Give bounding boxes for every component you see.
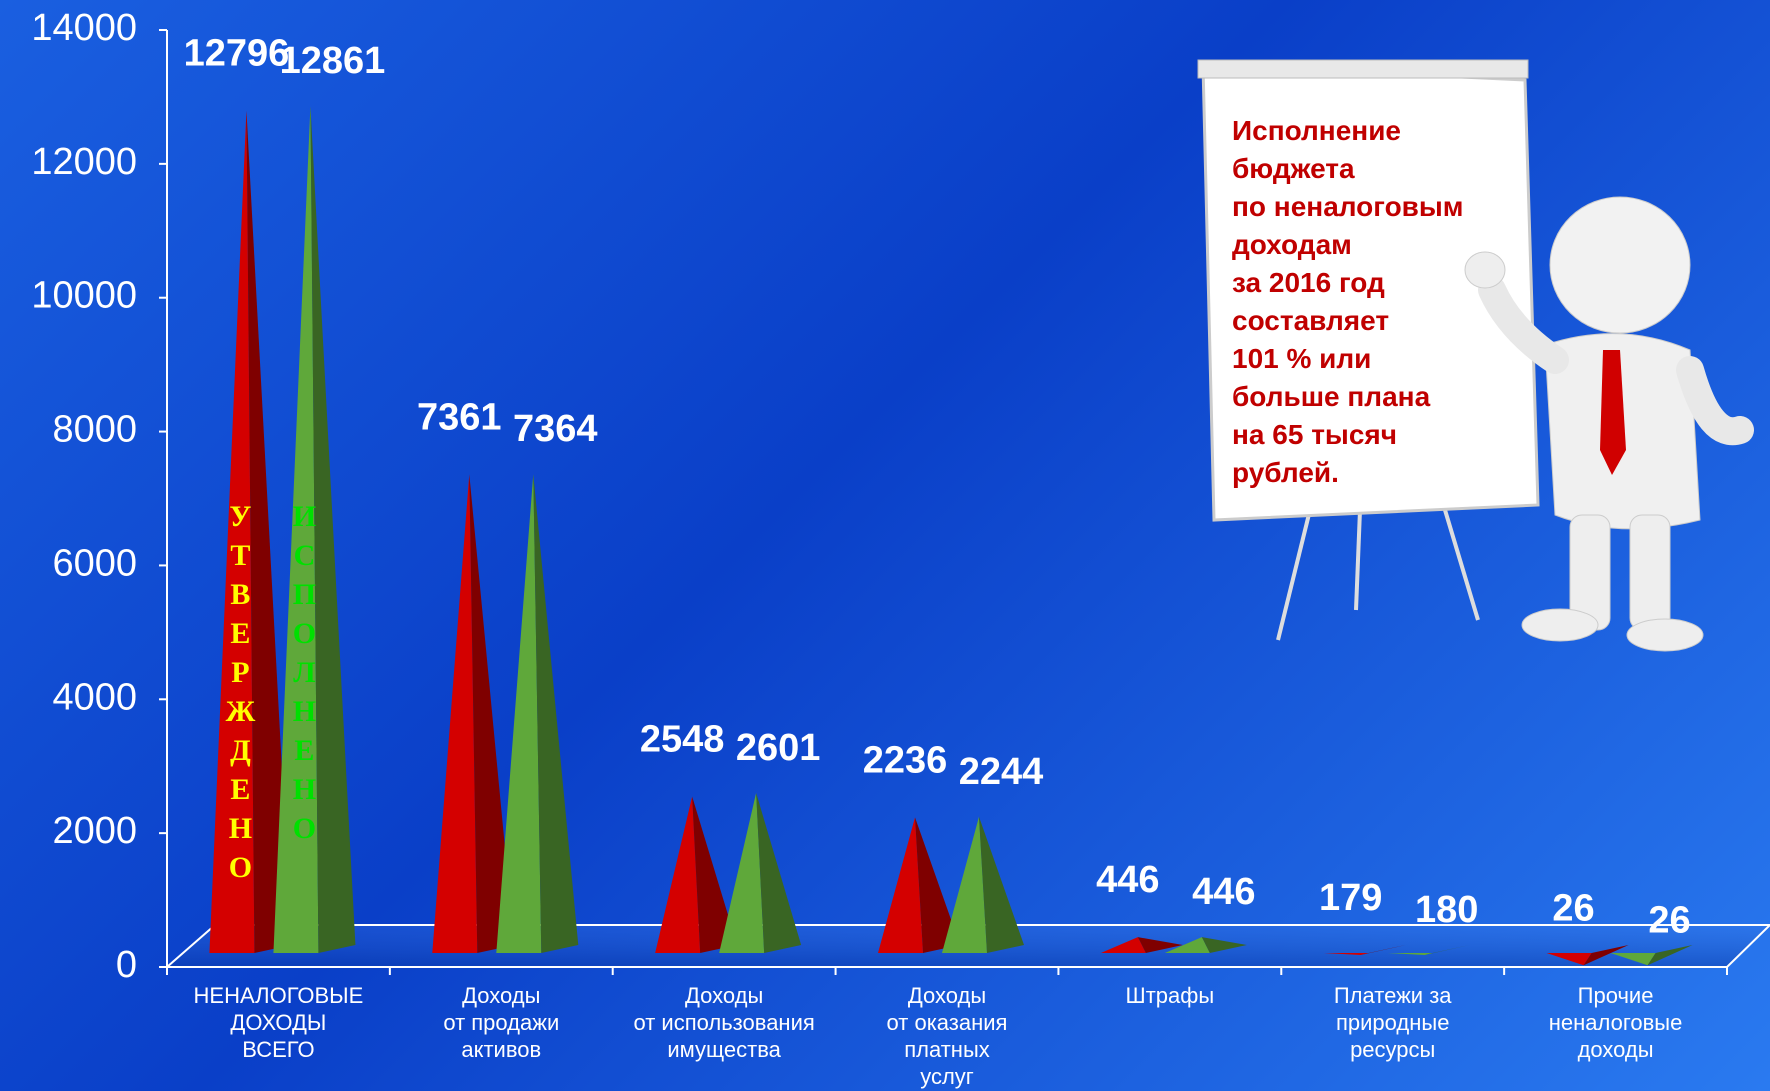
y-tick-label: 10000 — [31, 275, 137, 317]
pyramid-bar — [1610, 945, 1693, 966]
y-tick-label: 4000 — [52, 676, 137, 718]
pyramid-side — [979, 816, 1024, 953]
pyramid-bar — [1164, 937, 1247, 953]
x-tick-label: Доходы от продажи активов — [443, 983, 560, 1062]
pyramid-side — [1360, 945, 1406, 956]
value-label: 180 — [1415, 889, 1478, 931]
pyramid-bar — [209, 110, 292, 953]
pyramid-side — [692, 796, 738, 953]
pyramid-bar — [878, 817, 960, 953]
x-tick-label: Платежи за природные ресурсы — [1333, 983, 1452, 1062]
value-label: 7364 — [513, 408, 598, 450]
note-line: больше плана — [1232, 381, 1431, 412]
x-tick-label: Штрафы — [1125, 983, 1215, 1008]
note-line: бюджета — [1232, 153, 1355, 184]
note-line: составляет — [1232, 305, 1390, 336]
pyramid-front — [273, 106, 319, 954]
pyramid-front — [942, 816, 987, 953]
series-label: ИСПОЛНЕНО — [288, 500, 321, 851]
y-tick-label: 0 — [116, 944, 137, 986]
note: Исполнение бюджета по неналоговым доходам за… — [1232, 112, 1464, 492]
y-tick-label: 12000 — [31, 141, 137, 183]
value-label: 26 — [1552, 887, 1594, 929]
value-label: 12861 — [280, 40, 386, 82]
pyramid-side — [246, 110, 292, 953]
illustration — [1197, 59, 1754, 652]
pyramid-bar — [1323, 945, 1406, 956]
pyramid-bar — [273, 106, 356, 954]
pyramid-side — [1424, 945, 1470, 955]
x-tick-label: Доходы от использования имущества — [633, 983, 815, 1062]
pyramid-front — [1546, 953, 1592, 966]
y-tick-label: 14000 — [31, 7, 137, 49]
pyramid-side — [533, 474, 579, 953]
x-tick-label: Прочие неналоговые доходы — [1548, 983, 1683, 1062]
pyramid-front — [1610, 953, 1656, 966]
pyramid-side — [1583, 945, 1629, 966]
pyramid-front — [209, 110, 255, 953]
y-tick-label: 8000 — [52, 409, 137, 451]
value-label: 2244 — [959, 751, 1044, 793]
pyramid-bar — [1387, 945, 1470, 955]
pyramid-front — [719, 792, 765, 953]
value-label: 26 — [1648, 899, 1690, 941]
pyramid-side — [915, 817, 960, 953]
value-label: 2548 — [640, 718, 725, 760]
note-line: Исполнение — [1232, 115, 1401, 146]
pyramid-side — [1647, 945, 1693, 966]
pyramid-front — [655, 796, 701, 953]
pyramid-front — [1323, 953, 1369, 956]
note-line: доходам — [1232, 229, 1352, 260]
pyramid-front — [1164, 937, 1210, 953]
y-tick-label: 6000 — [52, 542, 137, 584]
pyramid-bar — [719, 792, 802, 953]
pyramid-front — [878, 817, 923, 953]
pyramid-side — [310, 106, 356, 954]
x-tick-label: НЕНАЛОГОВЫЕ ДОХОДЫ ВСЕГО — [193, 983, 364, 1062]
note-line: 101 % или — [1232, 343, 1372, 374]
note-line: за 2016 год — [1232, 267, 1385, 298]
pyramid-side — [1201, 937, 1247, 953]
value-label: 179 — [1319, 877, 1382, 919]
value-label: 446 — [1192, 871, 1255, 913]
value-label: 2236 — [863, 739, 948, 781]
x-tick-label: Доходы от оказания платных услуг — [886, 983, 1008, 1089]
value-label: 12796 — [184, 33, 290, 75]
value-label: 7361 — [417, 396, 502, 438]
pyramid-bar — [1100, 937, 1183, 953]
note-line: по неналоговым — [1232, 191, 1464, 222]
pyramid-front — [1387, 953, 1433, 955]
pyramid-side — [1137, 937, 1183, 953]
pyramid-side — [469, 474, 515, 953]
pyramid-front — [496, 474, 542, 953]
pyramid-bar — [942, 816, 1024, 953]
value-label: 446 — [1096, 859, 1159, 901]
pyramid-front — [1100, 937, 1146, 953]
note-line: рублей. — [1232, 457, 1339, 488]
pyramid-side — [756, 792, 802, 953]
pyramid-bar — [432, 474, 515, 953]
pyramid-bar — [655, 796, 738, 953]
pyramid-bar — [496, 474, 579, 953]
value-label: 2601 — [736, 727, 821, 769]
y-tick-label: 2000 — [52, 810, 137, 852]
series-label: УТВЕРЖДЕНО — [224, 500, 257, 890]
pyramid-front — [432, 474, 478, 953]
note-line: на 65 тысяч — [1232, 419, 1397, 450]
pyramid-bar — [1546, 945, 1629, 966]
